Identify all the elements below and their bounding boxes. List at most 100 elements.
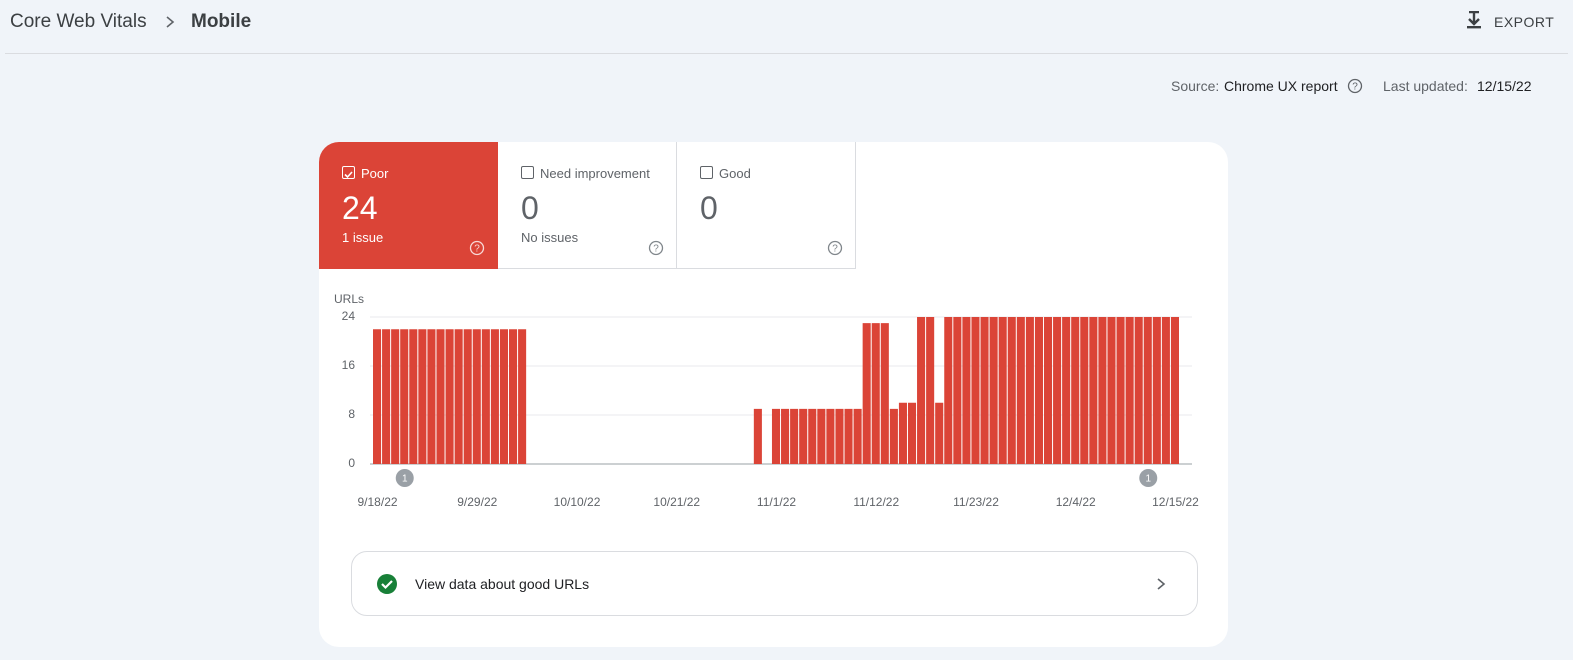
bar [1116,317,1125,464]
bar [1007,317,1016,464]
annotation-marker [1139,469,1158,487]
bar [853,408,862,464]
bar [1134,317,1143,464]
annotation-label: 1 [402,474,408,485]
annotation-marker [395,469,414,487]
updated-label: Last updated: [1383,78,1468,94]
bar [1125,317,1134,464]
tab-note: No issues [521,230,579,245]
bar [898,402,907,464]
export-button[interactable]: EXPORT [1494,14,1555,30]
checkbox[interactable] [700,166,713,179]
metric-tab[interactable]: Poor 24 1 issue? [319,142,498,269]
bar [971,317,980,464]
export-icon[interactable] [1465,11,1483,31]
bar [1143,317,1152,464]
checkbox[interactable] [521,166,534,179]
tab-count: 24 [342,190,378,226]
bar [1016,317,1025,464]
tab-label: Poor [361,166,389,181]
bar [391,329,400,464]
bar [1089,317,1098,464]
bar [817,408,826,464]
metric-tab[interactable]: Need improvement 0 No issues? [498,142,677,269]
bar [454,329,463,464]
svg-text:?: ? [1352,82,1358,93]
checkbox[interactable] [342,166,355,179]
x-tick-label: 12/4/22 [1056,495,1096,509]
help-icon[interactable]: ? [469,240,485,256]
bar [844,408,853,464]
bar [835,408,844,464]
bar [880,323,889,464]
bar [989,317,998,464]
bar [781,408,790,464]
metric-tab[interactable]: Good 0? [677,142,856,269]
help-icon[interactable]: ? [827,240,843,256]
y-tick-label: 24 [342,309,356,323]
bar [935,402,944,464]
report-card: Poor 24 1 issue? Need improvement 0 No issues… [319,142,1228,647]
y-tick-label: 0 [348,456,355,470]
bar [953,317,962,464]
y-tick-label: 16 [342,358,356,372]
breadcrumb-separator [166,16,175,28]
help-icon[interactable]: ? [1347,78,1363,94]
bar [1107,317,1116,464]
x-tick-label: 10/21/22 [653,495,700,509]
bar [1071,317,1080,464]
tab-label: Good [719,166,751,181]
bar [481,329,490,464]
header-divider [5,53,1568,54]
bar [463,329,472,464]
tab-count: 0 [521,190,539,226]
bar [1043,317,1053,464]
bar [1080,317,1089,464]
bar [1098,317,1107,464]
bar [409,329,418,464]
svg-text:?: ? [832,244,838,255]
updated-value: 12/15/22 [1477,78,1532,94]
bar [871,323,880,464]
check-icon [377,574,397,594]
source-value: Chrome UX report [1224,78,1338,94]
bar [917,317,926,464]
breadcrumb-current: Mobile [191,11,252,32]
bar [907,402,917,464]
good-urls-text: View data about good URLs [415,576,590,592]
bar [926,317,935,464]
bar [445,329,454,464]
x-tick-label: 11/12/22 [853,495,899,509]
bar [799,408,808,464]
breadcrumb-root[interactable]: Core Web Vitals [10,11,147,32]
chart: URLs 0 8 16 24 9/18/22 9/29/22 10/10/22 10/21/2… [334,292,1199,509]
help-icon[interactable]: ? [648,240,664,256]
bar [1170,317,1179,464]
bar [889,408,898,464]
x-tick-label: 11/23/22 [953,495,999,509]
bar [518,329,527,464]
bar [771,408,781,464]
bar [790,408,799,464]
bar [862,323,871,464]
tab-count: 0 [700,190,718,226]
y-tick-label: 8 [348,407,355,421]
bar [1152,317,1161,464]
bar [1062,317,1071,464]
x-tick-label: 10/10/22 [554,495,601,509]
bar [980,317,989,464]
bar [944,317,953,464]
bar [998,317,1007,464]
bar [499,329,509,464]
bar [373,329,382,464]
good-urls-link[interactable]: View data about good URLs [351,551,1198,616]
bar [382,329,391,464]
x-tick-label: 12/15/22 [1152,495,1199,509]
bar [472,329,481,464]
bar [1053,317,1062,464]
bar [490,329,499,464]
bar [436,329,445,464]
x-tick-label: 9/18/22 [358,495,398,509]
bar [808,408,817,464]
